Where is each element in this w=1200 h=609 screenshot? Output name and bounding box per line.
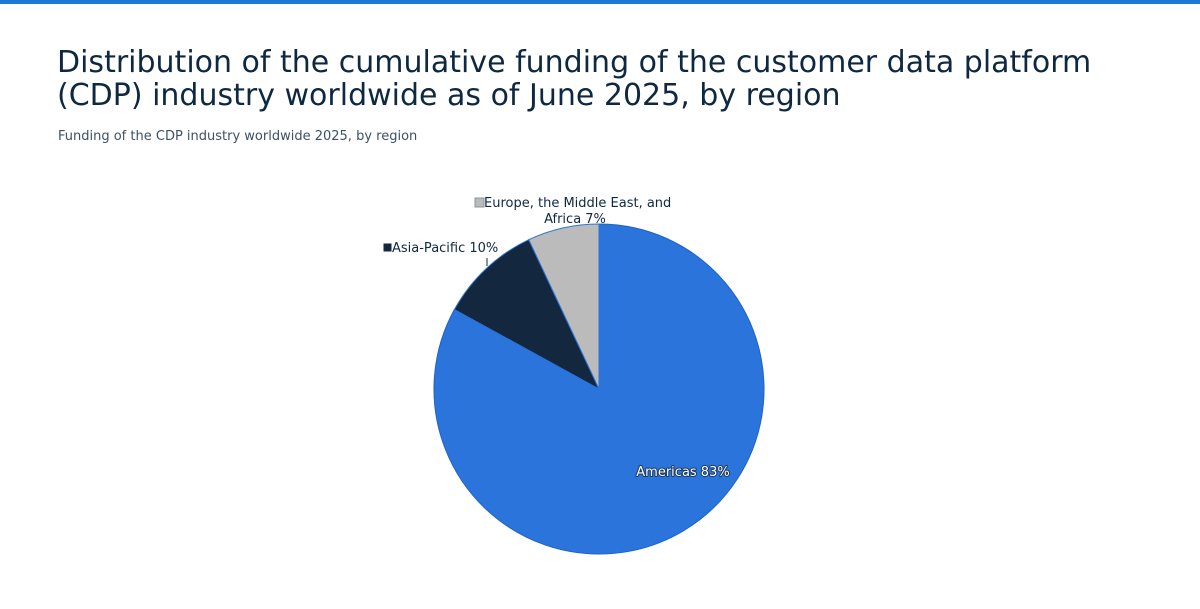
asia-pacific-swatch-icon xyxy=(382,242,393,253)
pie-slices xyxy=(433,223,765,555)
label-asia-pacific: Asia-Pacific 10% xyxy=(382,241,498,266)
emea-label-line-1: Europe, the Middle East, and xyxy=(484,196,671,211)
asia-pacific-label: Asia-Pacific 10% xyxy=(392,241,498,256)
pie-slice-europe-the-middle-east-and-africa xyxy=(528,223,600,390)
chart-title: Distribution of the cumulative funding o… xyxy=(57,45,1092,113)
top-accent-bar xyxy=(0,0,1200,4)
emea-label-line-2: Africa 7% xyxy=(544,212,606,227)
americas-label: Americas 83% xyxy=(636,465,729,480)
pie-slice-asia-pacific xyxy=(453,239,601,391)
label-emea: Europe, the Middle East, and Africa 7% xyxy=(474,196,671,227)
emea-swatch-icon xyxy=(474,197,485,208)
chart-subtitle: Funding of the CDP industry worldwide 20… xyxy=(58,129,418,144)
